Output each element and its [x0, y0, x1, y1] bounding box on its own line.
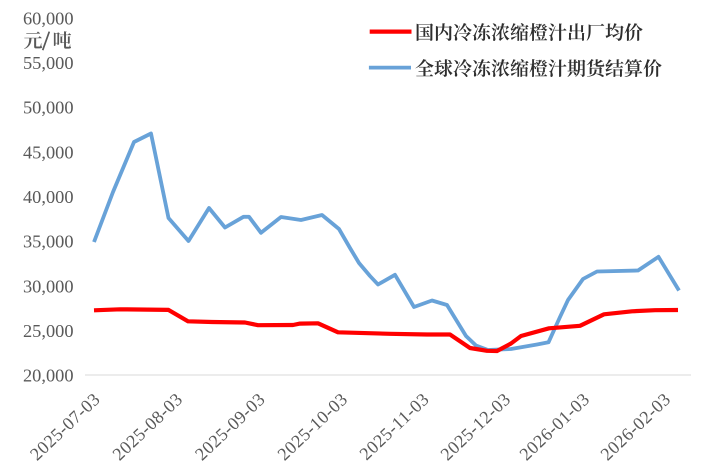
svg-text:25,000: 25,000	[23, 321, 74, 341]
svg-text:45,000: 45,000	[23, 142, 74, 162]
svg-text:55,000: 55,000	[23, 53, 74, 73]
svg-text:60,000: 60,000	[23, 8, 74, 28]
svg-text:20,000: 20,000	[23, 366, 74, 386]
svg-text:35,000: 35,000	[23, 232, 74, 252]
svg-text:30,000: 30,000	[23, 276, 74, 296]
svg-text:50,000: 50,000	[23, 98, 74, 118]
svg-text:40,000: 40,000	[23, 187, 74, 207]
